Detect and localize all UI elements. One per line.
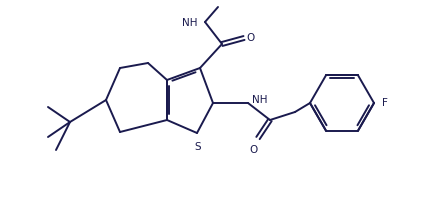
Text: NH: NH	[252, 95, 268, 105]
Text: S: S	[195, 142, 201, 152]
Text: NH: NH	[181, 18, 197, 28]
Text: O: O	[246, 33, 254, 43]
Text: O: O	[249, 145, 257, 155]
Text: F: F	[382, 98, 388, 108]
